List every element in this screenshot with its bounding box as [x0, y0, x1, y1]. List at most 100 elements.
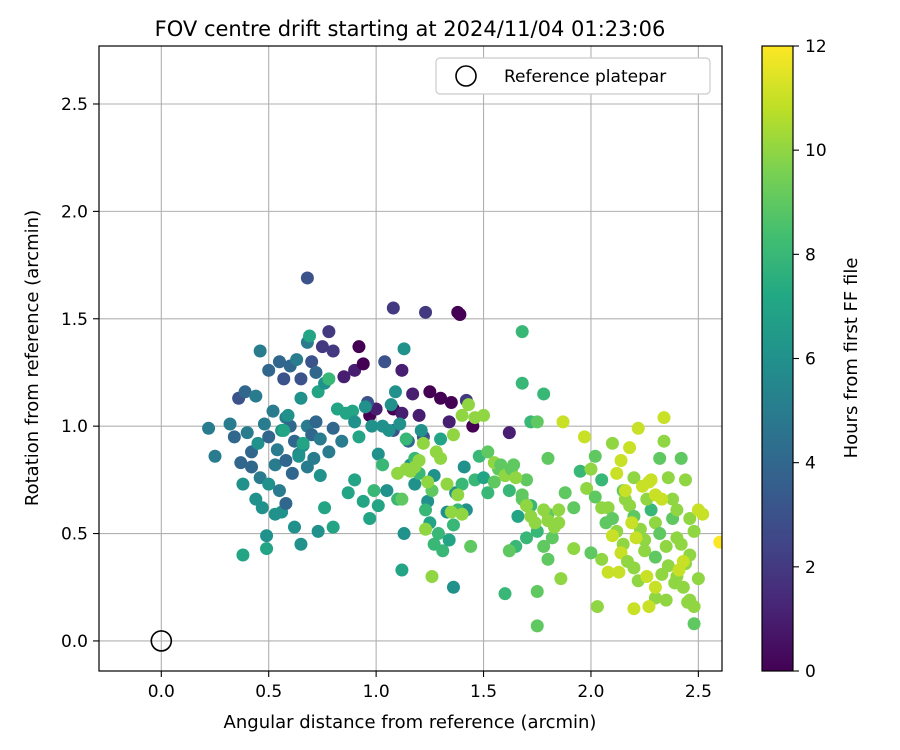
data-point — [601, 565, 615, 579]
data-point — [309, 415, 323, 429]
data-point — [442, 533, 456, 547]
data-point — [326, 520, 340, 534]
data-point — [687, 600, 701, 614]
data-point — [653, 527, 667, 541]
data-point — [687, 617, 701, 631]
data-point — [678, 473, 692, 487]
y-tick-label: 0.5 — [61, 525, 88, 545]
data-point — [558, 486, 572, 500]
data-point — [610, 466, 624, 480]
data-point — [457, 460, 471, 474]
data-point — [423, 385, 437, 399]
data-points — [202, 271, 722, 633]
x-tick-label: 0.0 — [148, 682, 175, 702]
data-point — [631, 421, 645, 435]
data-point — [584, 462, 598, 476]
data-point — [367, 484, 381, 498]
data-point — [618, 484, 632, 498]
colorbar: 0 2 4 6 8 10 12 Hours from first FF file — [761, 37, 862, 682]
data-point — [648, 550, 662, 564]
data-point — [661, 559, 675, 573]
data-point — [395, 406, 409, 420]
data-point — [648, 516, 662, 530]
data-point — [644, 503, 658, 517]
data-point — [313, 432, 327, 446]
data-point — [590, 600, 604, 614]
colorbar-tick-label: 2 — [805, 558, 816, 578]
data-point — [260, 542, 274, 556]
data-point — [653, 451, 667, 465]
data-point — [545, 531, 559, 545]
data-point — [520, 499, 534, 513]
data-point — [477, 408, 491, 422]
data-point — [567, 542, 581, 556]
data-point — [541, 552, 555, 566]
data-point — [554, 572, 568, 586]
data-point — [305, 355, 319, 369]
data-point — [238, 385, 252, 399]
data-point — [511, 509, 525, 523]
data-point — [382, 423, 396, 437]
data-point — [277, 423, 291, 437]
data-point — [223, 417, 237, 431]
data-point — [642, 475, 656, 489]
data-point — [595, 473, 609, 487]
data-point — [416, 436, 430, 450]
data-point — [462, 398, 476, 412]
data-point — [552, 503, 566, 517]
data-point — [294, 372, 308, 386]
data-point — [414, 423, 428, 437]
data-point — [605, 436, 619, 450]
data-point — [348, 415, 362, 429]
data-point — [674, 537, 688, 551]
data-point — [363, 512, 377, 526]
data-point — [595, 501, 609, 515]
data-point — [309, 365, 323, 379]
data-point — [378, 355, 392, 369]
data-point — [262, 430, 276, 444]
data-point — [406, 387, 420, 401]
data-point — [281, 408, 295, 422]
reference-marker — [150, 630, 173, 652]
data-point — [659, 539, 673, 553]
axis-ticks: 0.0 0.5 1.0 1.5 2.0 2.5 0.0 0.5 1.0 1.5 2.0 2.5 — [61, 95, 712, 702]
data-point — [287, 520, 301, 534]
data-point — [434, 432, 448, 446]
data-point — [444, 505, 458, 519]
x-tick-label: 1.5 — [470, 682, 497, 702]
data-point — [352, 430, 366, 444]
data-point — [292, 449, 306, 463]
colorbar-tick-label: 0 — [805, 662, 816, 682]
data-point — [277, 372, 291, 386]
data-point — [240, 426, 254, 440]
data-point — [326, 344, 340, 358]
data-point — [257, 417, 271, 431]
data-point — [262, 477, 276, 491]
data-point — [520, 473, 534, 487]
data-point — [419, 522, 433, 536]
data-point — [395, 492, 409, 506]
data-point — [578, 430, 592, 444]
data-point — [595, 552, 609, 566]
data-point — [528, 516, 542, 530]
data-point — [612, 565, 626, 579]
legend: Reference platepar — [435, 57, 711, 95]
data-point — [487, 475, 501, 489]
data-point — [294, 391, 308, 405]
x-tick-label: 2.0 — [577, 682, 604, 702]
data-point — [638, 544, 652, 558]
data-point — [419, 503, 433, 517]
data-point — [303, 329, 317, 343]
data-point — [455, 507, 469, 521]
data-point — [208, 449, 222, 463]
data-point — [202, 421, 216, 435]
data-point — [444, 396, 458, 410]
data-point — [659, 593, 673, 607]
data-point — [620, 554, 634, 568]
data-point — [285, 466, 299, 480]
data-point — [272, 484, 286, 498]
data-point — [307, 451, 321, 465]
data-point — [515, 488, 529, 502]
data-point — [691, 572, 705, 586]
data-point — [696, 507, 710, 521]
